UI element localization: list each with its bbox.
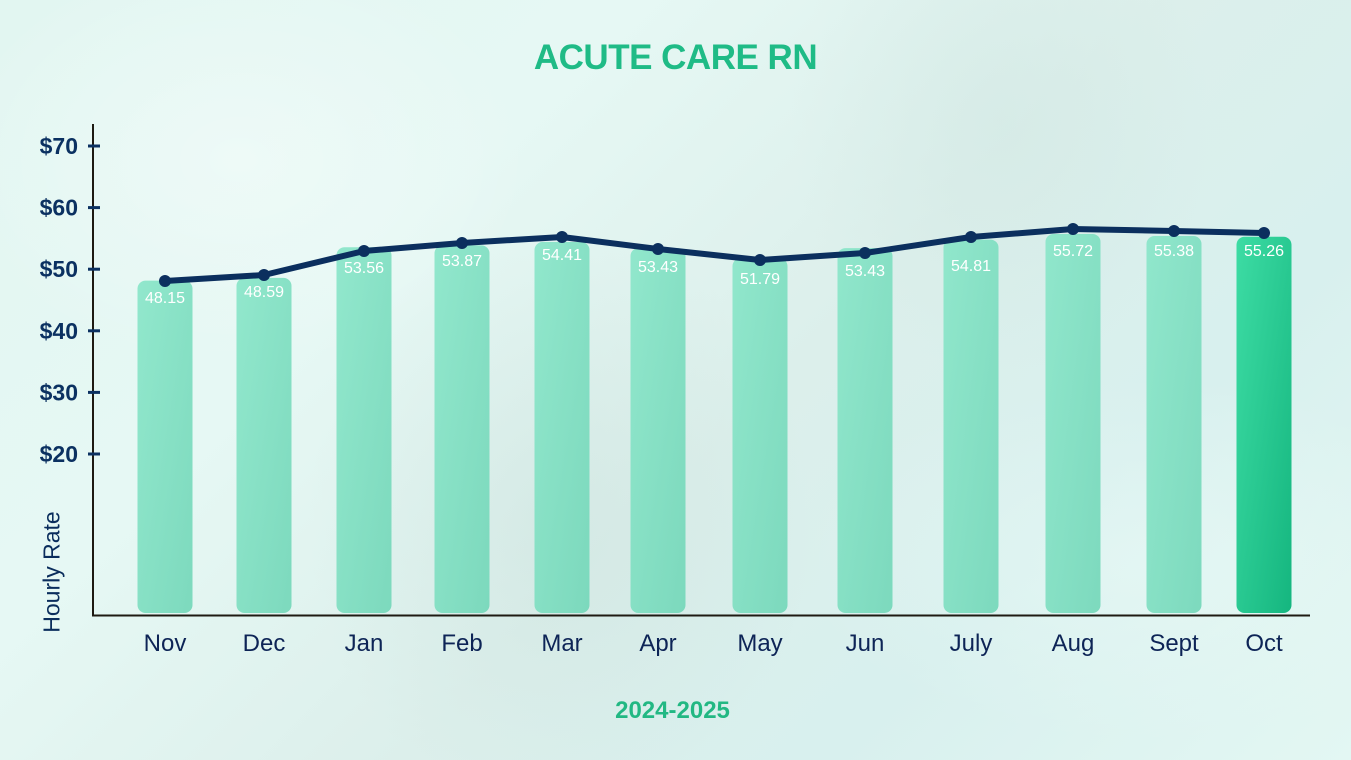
bar-jun [837,248,893,613]
data-label: 48.15 [145,290,185,307]
line-point-marker [859,247,871,259]
line-point-marker [358,245,370,257]
line-point-marker [556,231,568,243]
bar-july [943,239,999,613]
bar-aug [1045,233,1101,614]
y-tick-label: $50 [40,256,78,282]
bar-dec [236,277,292,613]
data-label: 54.81 [951,258,991,275]
bar-mar [534,242,590,613]
line-point-marker [258,269,270,281]
x-tick-label: Apr [639,630,676,657]
data-label: 53.56 [344,260,384,277]
y-tick-label: $60 [40,195,78,221]
x-tick-label: Mar [541,630,582,657]
x-tick-label: Sept [1149,630,1199,657]
axes: $20 $30 $40 $50 $60 $70 Nov Dec Jan Feb Mar Apr May J… [40,124,1310,657]
line-point-marker [159,275,171,287]
bar-jan [336,247,392,614]
data-label: 48.59 [244,284,284,301]
x-tick-label: Nov [144,630,187,657]
line-point-marker [1258,227,1270,239]
data-label: 53.43 [845,263,885,280]
y-tick-label: $40 [40,318,78,344]
bar-may [732,258,788,613]
bar-series [137,233,1292,614]
x-tick-label: Dec [243,630,286,657]
x-tick-label: Feb [441,630,482,657]
y-tick-label: $30 [40,379,78,405]
x-tick-label: Jan [345,630,384,657]
x-tick-label: Oct [1245,630,1283,657]
data-label: 53.43 [638,259,678,276]
bar-apr [630,248,686,613]
trend-line-series [159,223,1270,287]
line-point-marker [1168,225,1180,237]
x-tick-label: Jun [846,630,885,657]
x-tick-label: May [737,630,782,657]
line-point-marker [456,237,468,249]
data-label: 55.72 [1053,243,1093,260]
data-labels: 48.15 48.59 53.56 53.87 54.41 53.43 51.79 53.43… [145,243,1284,307]
bar-feb [434,245,490,614]
line-point-marker [1067,223,1079,235]
chart-title: ACUTE CARE RN [533,38,818,77]
x-tick-label: Aug [1052,630,1095,657]
line-point-marker [754,254,766,266]
bar-sept [1146,236,1202,613]
x-tick-label: July [950,630,993,657]
y-tick-label: $20 [40,441,78,467]
bar-oct [1236,236,1292,613]
x-axis-label: 2024-2025 [615,697,730,724]
y-axis-label: Hourly Rate [38,511,65,633]
y-tick-label: $70 [40,133,78,159]
data-label: 53.87 [442,253,482,270]
line-point-marker [965,231,977,243]
trend-line [162,226,1267,284]
data-label: 51.79 [740,271,780,288]
bar-nov [137,280,193,613]
data-label: 55.38 [1154,243,1194,260]
data-label: 55.26 [1244,243,1284,260]
line-point-marker [652,243,664,255]
data-label: 54.41 [542,247,582,264]
